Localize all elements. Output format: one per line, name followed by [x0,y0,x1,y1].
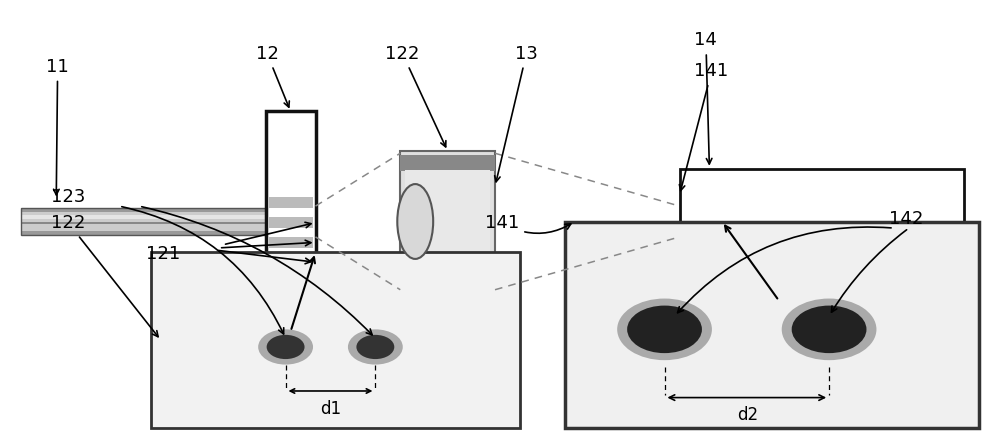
FancyBboxPatch shape [151,253,520,428]
Text: 141: 141 [485,214,571,233]
FancyBboxPatch shape [405,170,490,275]
Ellipse shape [782,299,876,360]
Text: d2: d2 [737,406,758,424]
Text: 123: 123 [51,188,86,206]
Text: 14: 14 [694,31,717,164]
FancyBboxPatch shape [400,276,495,292]
FancyBboxPatch shape [269,197,313,208]
FancyBboxPatch shape [565,222,979,428]
FancyBboxPatch shape [400,151,495,292]
FancyBboxPatch shape [21,222,266,224]
Text: 141: 141 [679,62,729,190]
Ellipse shape [258,329,313,365]
Ellipse shape [792,306,866,353]
FancyBboxPatch shape [266,112,316,331]
Ellipse shape [397,184,433,259]
FancyBboxPatch shape [269,237,313,248]
Ellipse shape [627,306,702,353]
FancyBboxPatch shape [21,212,266,231]
Ellipse shape [356,335,394,359]
FancyBboxPatch shape [269,276,313,288]
Ellipse shape [617,299,712,360]
Text: 121: 121 [146,245,180,263]
FancyBboxPatch shape [269,217,313,228]
Text: d1: d1 [320,400,341,418]
FancyBboxPatch shape [21,208,266,235]
FancyBboxPatch shape [21,215,266,219]
Text: 122: 122 [385,45,446,147]
FancyBboxPatch shape [680,169,964,301]
FancyBboxPatch shape [269,256,313,268]
Ellipse shape [348,329,403,365]
Text: 12: 12 [256,45,289,107]
Text: 142: 142 [889,210,923,228]
Text: 11: 11 [46,58,69,195]
Text: 13: 13 [495,45,538,182]
Text: 122: 122 [51,214,158,337]
Ellipse shape [267,335,305,359]
FancyBboxPatch shape [400,155,495,171]
